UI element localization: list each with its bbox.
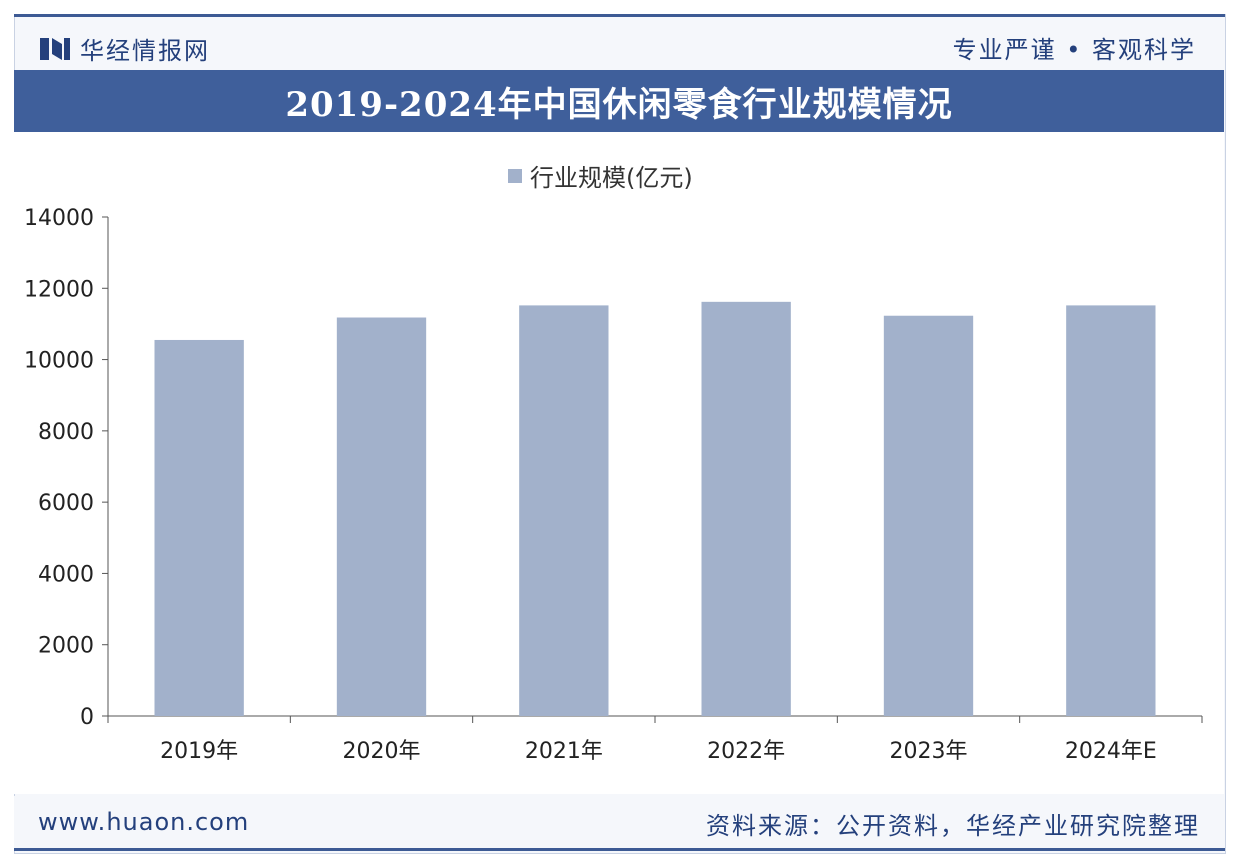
x-tick-label: 2020年	[343, 739, 421, 764]
top-border	[14, 14, 1225, 17]
x-tick-label: 2023年	[890, 739, 968, 764]
y-tick-label: 14000	[24, 206, 94, 231]
legend: 行业规模(亿元)	[508, 158, 693, 193]
x-tick-label: 2022年	[707, 739, 785, 764]
x-tick-label: 2024年E	[1065, 739, 1157, 764]
brand-logo: 华经情报网	[40, 31, 210, 66]
y-tick-label: 12000	[24, 277, 94, 302]
legend-swatch	[508, 168, 522, 183]
source-note: 资料来源：公开资料，华经产业研究院整理	[706, 812, 1200, 840]
bar	[1066, 305, 1156, 716]
chart-area: 0 2000 4000 6000 8000 10000 12000 14000 2019年 202…	[14, 132, 1224, 794]
bar	[701, 301, 791, 716]
brand-logo-icon	[40, 37, 70, 60]
y-tick-label: 0	[80, 705, 94, 730]
legend-label: 行业规模(亿元)	[530, 164, 693, 192]
bar	[154, 339, 244, 716]
bar	[519, 305, 609, 716]
website-link[interactable]: www.huaon.com	[38, 808, 250, 836]
bar	[883, 315, 974, 716]
x-tick-label: 2021年	[525, 739, 603, 764]
brand-name: 华经情报网	[80, 37, 210, 65]
y-tick-label: 4000	[38, 562, 94, 587]
y-tick-label: 2000	[38, 634, 94, 659]
y-tick-label: 8000	[38, 420, 94, 445]
title-bar: 2019-2024年中国休闲零食行业规模情况	[14, 70, 1224, 132]
chart-title: 2019-2024年中国休闲零食行业规模情况	[285, 84, 953, 125]
bar-chart: 0 2000 4000 6000 8000 10000 12000 14000 2019年 202…	[24, 206, 1203, 764]
y-tick-label: 6000	[38, 491, 94, 516]
x-tick-label: 2019年	[160, 739, 238, 764]
bar	[336, 317, 427, 716]
header-slogan: 专业严谨 • 客观科学	[952, 36, 1196, 64]
footer-bar	[14, 796, 1224, 848]
bottom-border	[14, 848, 1225, 851]
y-tick-label: 10000	[24, 349, 94, 374]
